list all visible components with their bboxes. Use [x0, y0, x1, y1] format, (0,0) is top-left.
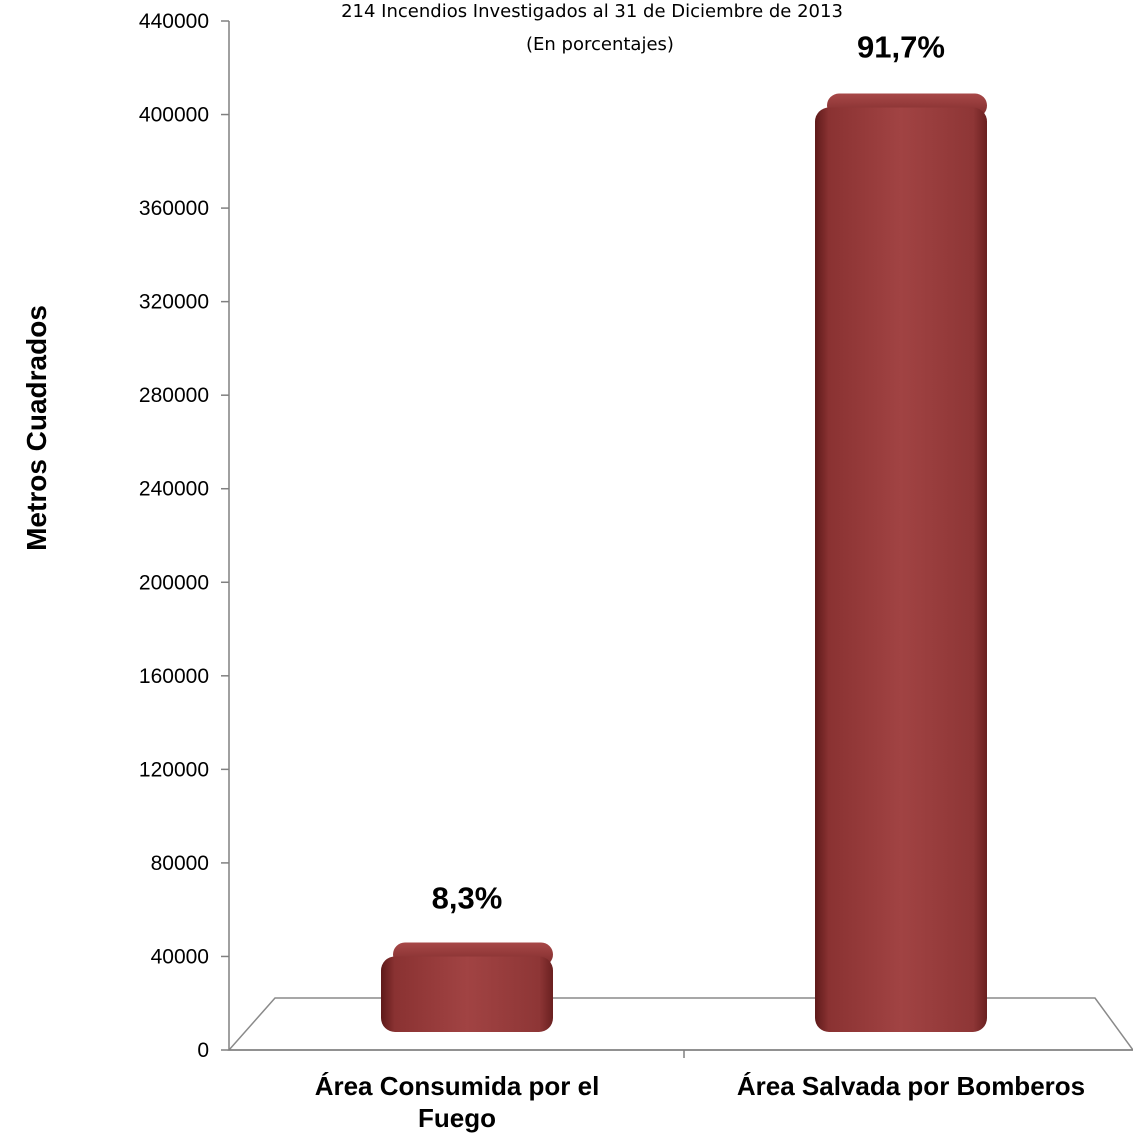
y-tick-label: 160000	[139, 665, 209, 688]
y-tick-label: 200000	[139, 571, 209, 594]
y-tick-label: 0	[197, 1039, 209, 1062]
y-axis-ticks: 0 40000 80000 120000 160000 200000 240000 28000…	[139, 10, 229, 1062]
bar-body	[815, 107, 987, 1033]
chart-subtitle: (En porcentajes)	[526, 34, 674, 55]
data-labels: 8,3% 91,7%	[432, 30, 945, 916]
y-tick-label: 120000	[139, 758, 209, 781]
y-tick-label: 360000	[139, 197, 209, 220]
y-tick-label: 280000	[139, 384, 209, 407]
y-tick-label: 440000	[139, 10, 209, 33]
chart-floor	[227, 997, 1133, 1051]
x-category-label: Área Salvada por Bomberos	[737, 1071, 1085, 1101]
x-category-label: Área Consumida por el	[315, 1071, 600, 1101]
bar	[815, 93, 987, 1033]
bars	[381, 93, 987, 1033]
y-tick-label: 400000	[139, 104, 209, 127]
y-tick-label: 320000	[139, 291, 209, 314]
x-category-label: Fuego	[418, 1103, 496, 1133]
data-label: 91,7%	[857, 30, 945, 65]
data-label: 8,3%	[432, 880, 503, 915]
y-tick-label: 240000	[139, 478, 209, 501]
y-tick-label: 40000	[151, 945, 209, 968]
bar-body	[381, 956, 553, 1032]
y-axis-title: Metros Cuadrados	[21, 305, 52, 551]
y-tick-label: 80000	[151, 852, 209, 875]
bar	[381, 942, 553, 1032]
chart-title: 214 Incendios Investigados al 31 de Dici…	[341, 1, 843, 22]
